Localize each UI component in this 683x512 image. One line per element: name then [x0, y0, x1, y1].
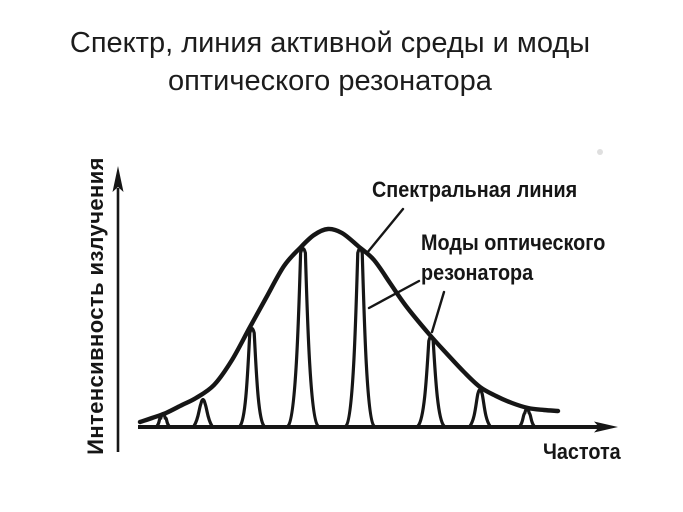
annotation-leader-line-2 — [367, 279, 421, 310]
y-axis-arrowhead — [112, 166, 124, 192]
slide-title-line2: оптического резонатора — [168, 65, 492, 97]
spectral-line-annotation: Спектральная линия — [372, 177, 578, 202]
resonator-mode-peak-7 — [468, 387, 492, 428]
resonator-mode-peak-3 — [238, 326, 266, 428]
x-axis-arrowhead — [594, 421, 618, 433]
annotation-leader-line-1 — [365, 207, 405, 255]
resonator-mode-peak-1 — [155, 411, 171, 428]
resonator-mode-peak-6 — [416, 334, 446, 428]
resonator-modes-annotation-line1: Моды оптического — [421, 230, 606, 255]
annotation-leader-line-3 — [430, 290, 446, 334]
scan-artifact-dot — [597, 149, 603, 155]
y-axis-label: Интенсивность излучения — [83, 157, 108, 455]
resonator-mode-peak-4 — [286, 246, 320, 428]
spectral-line-envelope-curve — [137, 226, 561, 425]
slide-title: Спектр, линия активной среды и моды опти… — [0, 24, 660, 100]
slide-title-line1: Спектр, линия активной среды и моды — [69, 27, 591, 59]
resonator-mode-peak-5 — [344, 246, 376, 428]
resonator-mode-peak-2 — [192, 397, 214, 428]
x-axis-label: Частота — [543, 439, 621, 464]
resonator-mode-peak-8 — [518, 406, 536, 428]
resonator-modes-annotation: Моды оптического резонатора — [421, 228, 605, 288]
resonator-modes-annotation-line2: резонатора — [421, 260, 534, 285]
